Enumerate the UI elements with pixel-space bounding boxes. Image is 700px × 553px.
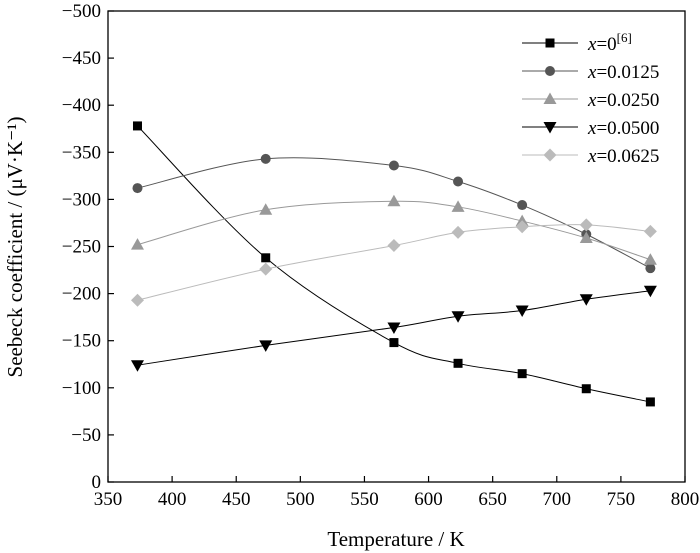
y-tick-label: −450 bbox=[62, 48, 101, 69]
y-tick-label: −350 bbox=[62, 142, 101, 163]
y-tick-label: −150 bbox=[62, 331, 101, 352]
y-tick-label: −400 bbox=[62, 95, 101, 116]
data-point bbox=[645, 263, 656, 274]
data-point bbox=[453, 358, 463, 368]
data-point bbox=[132, 121, 142, 131]
x-tick-label: 650 bbox=[478, 489, 507, 510]
x-tick-label: 800 bbox=[671, 489, 700, 510]
x-tick-label: 500 bbox=[286, 489, 315, 510]
data-point bbox=[643, 285, 657, 298]
series-3 bbox=[130, 285, 657, 372]
y-tick-label: 0 bbox=[92, 472, 102, 493]
legend-item: x=0.0125 bbox=[522, 62, 659, 83]
data-point bbox=[259, 340, 273, 352]
data-point bbox=[645, 397, 655, 407]
legend-label: x=0.0250 bbox=[587, 90, 659, 111]
y-tick-label: −250 bbox=[62, 237, 101, 258]
data-point bbox=[643, 253, 657, 265]
data-point bbox=[130, 360, 144, 372]
legend-item: x=0[6] bbox=[522, 30, 632, 55]
data-point bbox=[260, 153, 271, 164]
data-point bbox=[451, 200, 465, 212]
data-point bbox=[581, 384, 591, 394]
data-point bbox=[643, 224, 657, 238]
data-point bbox=[451, 225, 465, 239]
x-tick-label: 450 bbox=[222, 489, 251, 510]
y-axis: 0 −50 −100 −150 −200 −250 −300 −350 −400 −450 −500 bbox=[62, 1, 114, 493]
legend-marker bbox=[545, 66, 555, 76]
y-tick-label: −300 bbox=[62, 189, 101, 210]
x-tick-label: 750 bbox=[607, 489, 636, 510]
legend: x=0[6] x=0.0125 x=0.0250 x=0.0500 x=0.0625 bbox=[522, 30, 659, 167]
x-tick-label: 550 bbox=[350, 489, 379, 510]
x-axis-title: Temperature / K bbox=[327, 527, 464, 551]
series-line bbox=[137, 224, 651, 301]
y-tick-label: −500 bbox=[62, 1, 101, 22]
data-point bbox=[515, 305, 529, 318]
data-point bbox=[515, 220, 529, 234]
series-2 bbox=[130, 194, 657, 265]
data-point bbox=[517, 369, 527, 379]
data-point bbox=[259, 203, 273, 215]
data-point bbox=[579, 218, 593, 232]
data-point bbox=[579, 231, 593, 244]
legend-marker bbox=[543, 122, 557, 134]
legend-item: x=0.0250 bbox=[522, 90, 659, 111]
legend-label: x=0[6] bbox=[587, 30, 632, 55]
data-point bbox=[517, 200, 528, 211]
x-tick-label: 600 bbox=[414, 489, 443, 510]
data-point bbox=[388, 160, 399, 171]
data-point bbox=[451, 311, 465, 323]
x-axis: 350 400 450 500 550 600 650 700 750 800 bbox=[94, 476, 700, 510]
legend-label: x=0.0125 bbox=[587, 62, 659, 83]
series-0 bbox=[132, 121, 655, 407]
y-tick-label: −50 bbox=[71, 425, 101, 446]
data-point bbox=[387, 322, 401, 335]
series-4 bbox=[130, 218, 657, 307]
data-point bbox=[387, 194, 401, 207]
legend-label: x=0.0625 bbox=[587, 146, 659, 167]
series-layer bbox=[130, 121, 657, 407]
data-point bbox=[387, 239, 401, 253]
data-point bbox=[132, 183, 143, 194]
y-tick-label: −100 bbox=[62, 378, 101, 399]
data-point bbox=[130, 293, 144, 307]
legend-marker bbox=[543, 92, 557, 104]
y-axis-title: Seebeck coefficient / (μV·K⁻¹) bbox=[3, 117, 27, 378]
legend-marker bbox=[543, 148, 557, 162]
legend-item: x=0.0625 bbox=[522, 146, 659, 167]
series-1 bbox=[132, 153, 656, 274]
x-tick-label: 700 bbox=[543, 489, 572, 510]
data-point bbox=[453, 176, 464, 187]
legend-label: x=0.0500 bbox=[587, 118, 659, 139]
data-point bbox=[130, 238, 144, 250]
y-tick-label: −200 bbox=[62, 284, 101, 305]
legend-item: x=0.0500 bbox=[522, 118, 659, 139]
legend-marker bbox=[545, 38, 555, 48]
data-point bbox=[259, 262, 273, 276]
data-point bbox=[579, 294, 593, 306]
x-tick-label: 350 bbox=[94, 489, 123, 510]
data-point bbox=[261, 253, 271, 263]
x-tick-label: 400 bbox=[158, 489, 187, 510]
data-point bbox=[389, 338, 399, 348]
